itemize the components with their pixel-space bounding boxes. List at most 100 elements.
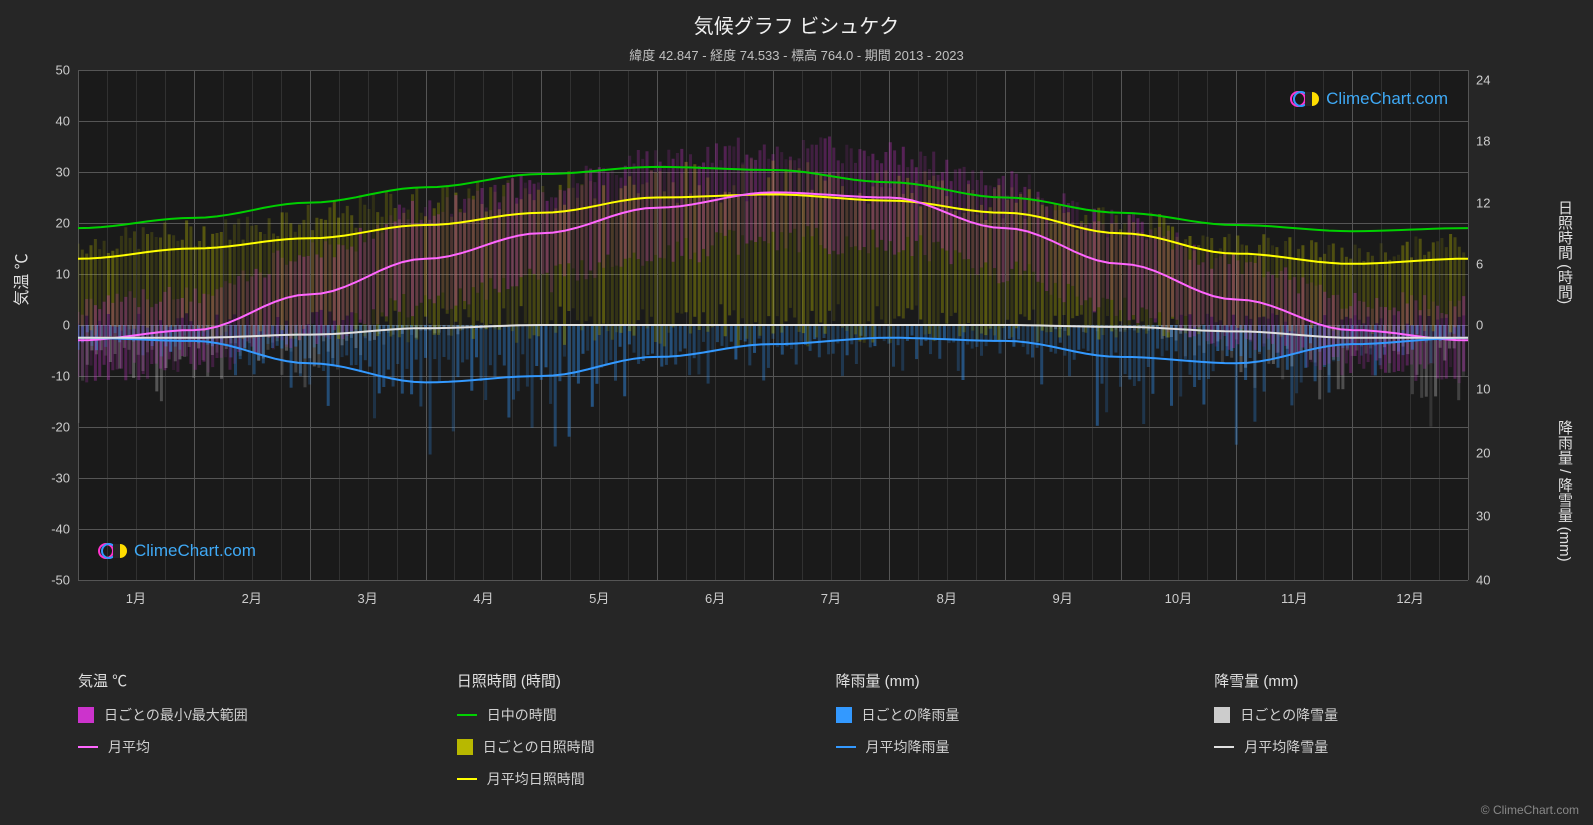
grid-line-v-minor [512, 70, 513, 580]
y-tick-left: -10 [30, 369, 70, 384]
logo-icon [98, 540, 128, 562]
legend-label: 月平均 [108, 737, 150, 757]
legend-label: 日ごとの降雨量 [862, 705, 960, 725]
grid-line-v-minor [1352, 70, 1353, 580]
grid-line-v-minor [889, 70, 890, 580]
grid-line-v-minor [252, 70, 253, 580]
grid-line-h [78, 580, 1468, 581]
y-tick-right-precip: 30 [1476, 509, 1490, 524]
y-tick-right-sun: 6 [1476, 256, 1483, 271]
x-tick-month: 10月 [1165, 588, 1192, 607]
y-tick-right-sun: 0 [1476, 318, 1483, 333]
legend-label: 月平均降雪量 [1244, 737, 1328, 757]
grid-line-v-minor [78, 70, 79, 580]
legend-column: 降雪量 (mm) 日ごとの降雪量月平均降雪量 [1214, 670, 1533, 801]
grid-line-v-minor [802, 70, 803, 580]
grid-line-v-minor [744, 70, 745, 580]
y-tick-left: -50 [30, 573, 70, 588]
grid-line-v-minor [1178, 70, 1179, 580]
grid-line-v-minor [483, 70, 484, 580]
legend-column: 気温 ℃ 日ごとの最小/最大範囲月平均 [78, 670, 397, 801]
grid-line-v-minor [918, 70, 919, 580]
grid-line-v-minor [194, 70, 195, 580]
grid-line-v-minor [1236, 70, 1237, 580]
legend-label: 日ごとの降雪量 [1240, 705, 1338, 725]
x-tick-month: 7月 [821, 588, 841, 607]
legend-heading: 日照時間 (時間) [457, 670, 776, 691]
x-tick-month: 12月 [1396, 588, 1423, 607]
y-tick-right-sun: 12 [1476, 195, 1490, 210]
grid-line-v-minor [397, 70, 398, 580]
legend-item: 月平均降雨量 [836, 737, 1155, 757]
legend-label: 月平均日照時間 [487, 769, 585, 789]
grid-line-v-minor [686, 70, 687, 580]
grid-line-v-minor [1121, 70, 1122, 580]
grid-line-v-minor [426, 70, 427, 580]
legend-item: 日ごとの最小/最大範囲 [78, 705, 397, 725]
grid-line-v-minor [136, 70, 137, 580]
chart-plot-area: ClimeChart.com ClimeChart.com -50-40-30-… [78, 70, 1468, 580]
legend-label: 月平均降雨量 [866, 737, 950, 757]
y-tick-left: 20 [30, 216, 70, 231]
grid-line-v-minor [1005, 70, 1006, 580]
grid-line-v-minor [773, 70, 774, 580]
legend-item: 日ごとの降雪量 [1214, 705, 1533, 725]
grid-line-v-minor [107, 70, 108, 580]
x-tick-month: 5月 [589, 588, 609, 607]
grid-line-v-minor [1381, 70, 1382, 580]
y-tick-right-precip: 40 [1476, 573, 1490, 588]
y-axis-label-right-top: 日照時間 (時間) [1554, 200, 1575, 304]
legend-swatch-icon [457, 739, 473, 755]
grid-line-v-minor [223, 70, 224, 580]
y-tick-left: -20 [30, 420, 70, 435]
grid-line-v-minor [310, 70, 311, 580]
grid-line-v-minor [1265, 70, 1266, 580]
legend-column: 日照時間 (時間) 日中の時間日ごとの日照時間月平均日照時間 [457, 670, 776, 801]
y-tick-right-precip: 20 [1476, 445, 1490, 460]
grid-line-v-minor [1294, 70, 1295, 580]
legend-item: 日中の時間 [457, 705, 776, 725]
grid-line-v-minor [570, 70, 571, 580]
legend-line-icon [457, 778, 477, 780]
watermark-top: ClimeChart.com [1290, 88, 1448, 110]
legend-column: 降雨量 (mm) 日ごとの降雨量月平均降雨量 [836, 670, 1155, 801]
y-tick-left: -30 [30, 471, 70, 486]
grid-line-v-minor [541, 70, 542, 580]
logo-icon [1290, 88, 1320, 110]
y-tick-left: -40 [30, 522, 70, 537]
legend-heading: 気温 ℃ [78, 670, 397, 691]
grid-line-v-minor [1410, 70, 1411, 580]
legend-line-icon [457, 714, 477, 716]
grid-line-v-minor [1149, 70, 1150, 580]
grid-line-v-minor [1063, 70, 1064, 580]
legend-label: 日ごとの最小/最大範囲 [104, 705, 248, 725]
grid-line-v-minor [1323, 70, 1324, 580]
grid-line-v-minor [165, 70, 166, 580]
grid-line-v-minor [368, 70, 369, 580]
y-tick-left: 50 [30, 63, 70, 78]
legend-heading: 降雪量 (mm) [1214, 670, 1533, 691]
grid-line-v-minor [1034, 70, 1035, 580]
grid-line-v-minor [860, 70, 861, 580]
y-tick-right-sun: 24 [1476, 73, 1490, 88]
y-axis-label-left: 気温 ℃ [8, 253, 32, 305]
x-tick-month: 9月 [1052, 588, 1072, 607]
legend-line-icon [836, 746, 856, 748]
grid-line-v-minor [715, 70, 716, 580]
grid-line-v-minor [454, 70, 455, 580]
legend-swatch-icon [836, 707, 852, 723]
y-tick-left: 40 [30, 114, 70, 129]
watermark-text: ClimeChart.com [1326, 89, 1448, 109]
x-tick-month: 6月 [705, 588, 725, 607]
legend-swatch-icon [1214, 707, 1230, 723]
y-axis-label-right-bottom: 降雨量 / 降雪量 (mm) [1554, 420, 1575, 562]
legend-item: 日ごとの日照時間 [457, 737, 776, 757]
legend-heading: 降雨量 (mm) [836, 670, 1155, 691]
grid-line-v-minor [831, 70, 832, 580]
x-tick-month: 8月 [937, 588, 957, 607]
grid-line-v-minor [339, 70, 340, 580]
y-tick-left: 0 [30, 318, 70, 333]
legend-line-icon [78, 746, 98, 748]
y-tick-left: 10 [30, 267, 70, 282]
grid-line-v-minor [599, 70, 600, 580]
